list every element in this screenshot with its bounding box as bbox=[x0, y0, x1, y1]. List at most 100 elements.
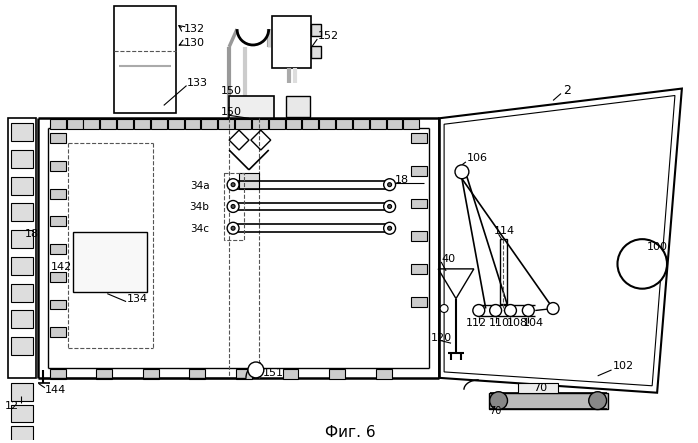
Circle shape bbox=[248, 362, 264, 378]
Bar bbox=[411, 166, 427, 176]
Bar bbox=[50, 119, 66, 129]
Text: 151: 151 bbox=[263, 368, 284, 378]
Text: 134: 134 bbox=[127, 294, 148, 303]
Bar bbox=[189, 369, 205, 379]
Bar bbox=[114, 6, 176, 113]
Circle shape bbox=[588, 392, 607, 410]
Bar bbox=[50, 189, 66, 198]
Bar bbox=[411, 264, 427, 274]
Bar bbox=[117, 119, 133, 129]
Bar bbox=[283, 369, 299, 379]
Text: 150: 150 bbox=[221, 107, 242, 117]
Text: 2: 2 bbox=[563, 84, 571, 97]
Circle shape bbox=[227, 201, 239, 212]
Text: 132: 132 bbox=[184, 24, 205, 34]
Text: 114: 114 bbox=[493, 226, 514, 236]
Bar bbox=[311, 24, 321, 36]
Circle shape bbox=[227, 179, 239, 190]
Bar bbox=[376, 369, 392, 379]
Text: 70: 70 bbox=[533, 383, 547, 393]
Bar bbox=[218, 119, 234, 129]
Text: 34c: 34c bbox=[191, 224, 209, 234]
Bar bbox=[11, 257, 33, 275]
Circle shape bbox=[384, 201, 396, 212]
Text: 34b: 34b bbox=[189, 202, 209, 213]
Bar bbox=[411, 297, 427, 307]
Bar bbox=[73, 232, 147, 291]
Bar bbox=[411, 231, 427, 241]
Text: 133: 133 bbox=[186, 78, 207, 88]
Bar bbox=[387, 119, 403, 129]
Bar bbox=[11, 230, 33, 248]
Bar bbox=[50, 299, 66, 310]
Text: Фиг. 6: Фиг. 6 bbox=[325, 425, 376, 440]
Bar bbox=[50, 133, 66, 143]
Bar bbox=[202, 119, 217, 129]
Circle shape bbox=[231, 183, 235, 187]
Text: 142: 142 bbox=[51, 262, 72, 272]
Bar bbox=[411, 198, 427, 209]
Text: 40: 40 bbox=[441, 254, 455, 264]
Text: 100: 100 bbox=[647, 242, 668, 252]
Text: 120: 120 bbox=[431, 333, 452, 343]
Text: 112: 112 bbox=[466, 319, 487, 328]
Bar bbox=[224, 173, 244, 240]
Text: 70: 70 bbox=[489, 405, 501, 416]
Bar bbox=[168, 119, 184, 129]
Text: 130: 130 bbox=[184, 38, 205, 48]
Bar bbox=[272, 16, 311, 68]
Circle shape bbox=[387, 205, 392, 209]
Circle shape bbox=[227, 222, 239, 234]
Bar bbox=[11, 177, 33, 194]
Circle shape bbox=[231, 205, 235, 209]
Bar bbox=[285, 119, 302, 129]
Bar bbox=[184, 119, 200, 129]
Circle shape bbox=[384, 179, 396, 190]
Bar bbox=[229, 96, 274, 125]
Bar bbox=[11, 404, 33, 423]
Bar bbox=[50, 369, 66, 379]
Bar bbox=[319, 119, 335, 129]
Text: 152: 152 bbox=[318, 31, 339, 41]
Circle shape bbox=[387, 183, 392, 187]
Bar bbox=[11, 337, 33, 355]
Bar bbox=[134, 119, 150, 129]
Bar bbox=[302, 119, 318, 129]
Bar bbox=[11, 123, 33, 141]
Bar bbox=[519, 383, 558, 392]
Bar bbox=[311, 46, 321, 58]
Bar bbox=[11, 284, 33, 302]
Circle shape bbox=[547, 303, 559, 315]
Circle shape bbox=[490, 304, 502, 316]
Circle shape bbox=[387, 226, 392, 230]
Text: 110: 110 bbox=[489, 319, 510, 328]
Bar bbox=[370, 119, 386, 129]
Circle shape bbox=[440, 304, 448, 312]
Bar bbox=[8, 118, 36, 378]
Bar bbox=[11, 150, 33, 168]
Bar bbox=[143, 369, 158, 379]
Bar bbox=[151, 119, 167, 129]
Circle shape bbox=[384, 222, 396, 234]
Bar bbox=[353, 119, 369, 129]
Bar bbox=[239, 173, 259, 189]
Bar bbox=[96, 369, 112, 379]
Bar bbox=[101, 119, 116, 129]
Text: 144: 144 bbox=[45, 385, 66, 395]
Bar bbox=[336, 119, 352, 129]
Bar bbox=[50, 244, 66, 254]
Text: 18: 18 bbox=[394, 175, 409, 185]
Text: 102: 102 bbox=[613, 361, 634, 371]
Bar bbox=[11, 311, 33, 328]
Bar bbox=[84, 119, 99, 129]
Bar bbox=[489, 392, 607, 408]
Bar bbox=[269, 119, 285, 129]
Text: 34a: 34a bbox=[190, 181, 209, 190]
Bar bbox=[329, 369, 345, 379]
Text: 106: 106 bbox=[467, 153, 488, 163]
Bar bbox=[500, 239, 507, 303]
Bar bbox=[235, 119, 251, 129]
Circle shape bbox=[522, 304, 534, 316]
Bar bbox=[11, 383, 33, 400]
Text: 150: 150 bbox=[221, 85, 242, 96]
